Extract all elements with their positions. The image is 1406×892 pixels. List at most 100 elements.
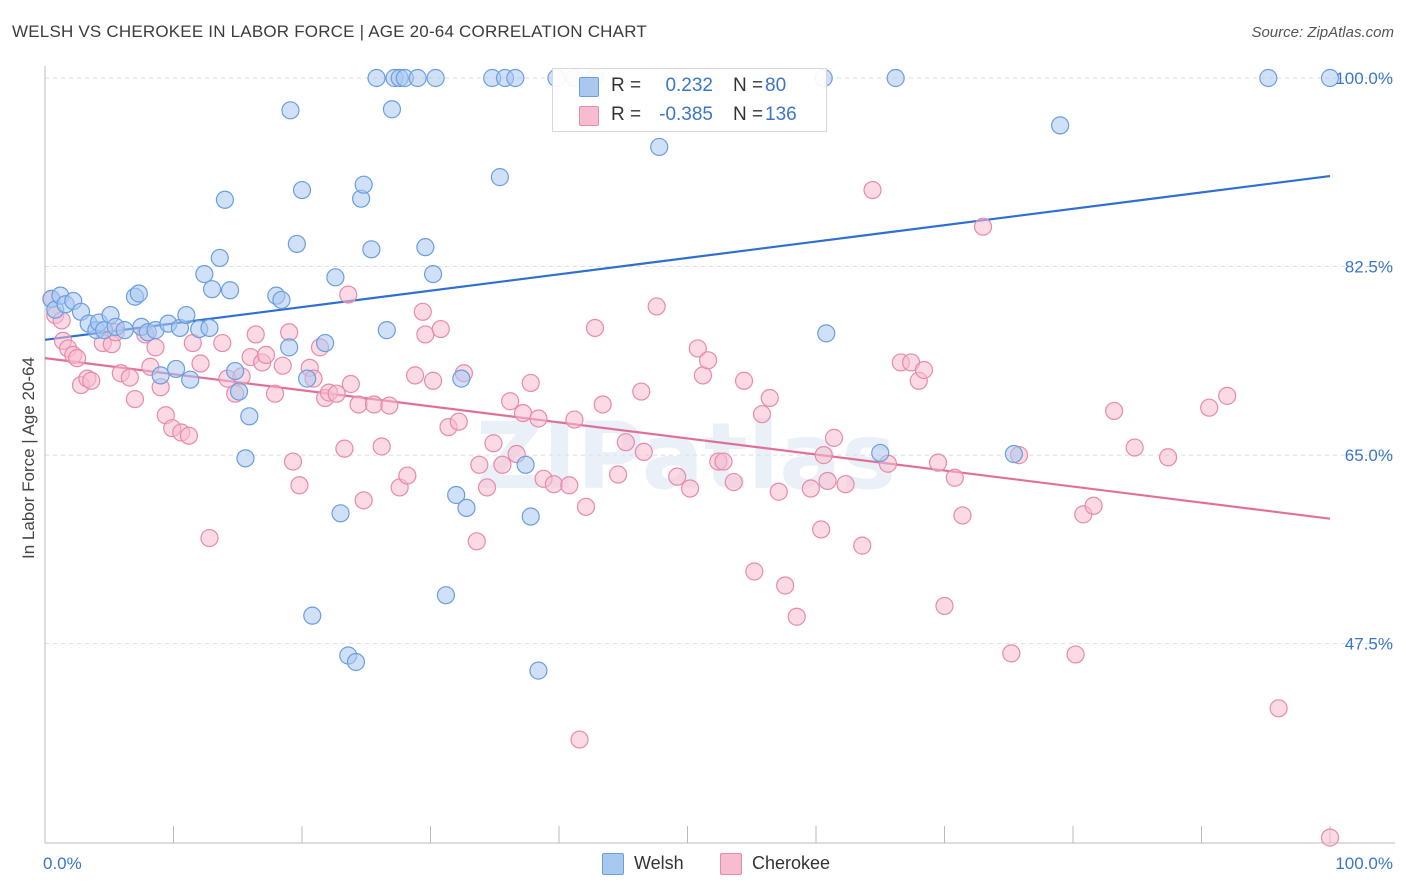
cherokee-legend-swatch	[720, 853, 742, 875]
r-label: R =	[611, 104, 642, 125]
welsh-point	[298, 369, 317, 388]
cherokee-point	[398, 466, 417, 485]
cherokee-point	[745, 562, 764, 581]
trend-lines	[44, 174, 1331, 520]
welsh-point	[362, 240, 381, 259]
cherokee-point	[335, 439, 354, 458]
n-label: N =	[733, 75, 764, 96]
welsh-point	[457, 498, 476, 518]
cherokee-point	[290, 476, 309, 495]
cherokee-point	[1320, 828, 1340, 847]
cherokee-point	[405, 366, 425, 385]
x-tick-label: 100.0%	[1335, 854, 1393, 873]
welsh-point	[115, 321, 134, 340]
cherokee-point	[467, 532, 486, 551]
welsh-point	[281, 101, 300, 120]
chart-title: WELSH VS CHEROKEE IN LABOR FORCE | AGE 2…	[12, 22, 647, 41]
y-tick-label: 47.5%	[1345, 635, 1393, 654]
welsh-point	[452, 369, 471, 388]
cherokee-point	[953, 506, 972, 525]
cherokee-point	[1084, 496, 1103, 515]
cherokee-point	[714, 452, 733, 471]
welsh-point	[226, 361, 245, 381]
cherokee-point	[734, 371, 754, 390]
stats-row-welsh: R = 0.232 N = 80	[553, 71, 826, 101]
cherokee-point	[814, 446, 833, 465]
cherokee-point	[191, 354, 210, 373]
cherokee-point	[776, 576, 795, 595]
cherokee-point	[812, 520, 831, 539]
cherokee-point	[576, 497, 596, 516]
welsh-point	[129, 284, 148, 303]
cherokee-point	[853, 536, 872, 555]
cherokee-point	[836, 475, 855, 494]
cherokee-point	[724, 472, 743, 492]
welsh-point	[177, 305, 196, 325]
welsh-point	[1004, 444, 1023, 464]
welsh-point	[1259, 68, 1278, 88]
cherokee-point	[120, 368, 139, 387]
welsh-point	[287, 234, 306, 254]
welsh-point	[506, 68, 525, 88]
cherokee-point	[521, 373, 540, 393]
welsh-point	[272, 290, 291, 310]
cherokee-point	[688, 339, 707, 358]
welsh-point	[426, 68, 445, 88]
cherokee-point	[914, 360, 934, 380]
welsh-point	[195, 264, 214, 284]
welsh-point	[382, 100, 402, 119]
welsh-point	[529, 661, 548, 680]
cherokee-point	[146, 338, 165, 357]
legend-label-cherokee: Cherokee	[752, 853, 831, 873]
cherokee-point	[513, 403, 533, 423]
cherokee-point	[82, 371, 101, 390]
cherokee-point	[1158, 448, 1178, 467]
cherokee-point	[593, 395, 612, 414]
cherokee-point	[1125, 438, 1144, 457]
cherokee-point	[1002, 644, 1021, 663]
welsh-point	[346, 652, 366, 672]
welsh-point	[236, 449, 255, 468]
cherokee-point	[327, 384, 346, 403]
tick-labels: 100.0% 82.5% 65.0% 47.5% 0.0% 100.0%	[43, 69, 1393, 873]
series-legend: Welsh Cherokee	[0, 852, 1406, 878]
welsh-point	[871, 443, 890, 463]
cherokee-point	[1218, 386, 1237, 405]
n-value: 136	[765, 104, 797, 125]
cherokee-trend-line	[44, 357, 1331, 520]
r-label: R =	[611, 75, 642, 96]
y-tick-label: 100.0%	[1335, 69, 1393, 88]
cherokee-point	[449, 412, 468, 431]
cherokee-point	[529, 409, 548, 428]
cherokee-points	[42, 180, 1340, 847]
cherokee-point	[698, 351, 718, 370]
cherokee-point	[477, 478, 497, 497]
cherokee-point	[585, 318, 605, 338]
welsh-point	[1051, 116, 1070, 135]
welsh-point	[817, 324, 836, 343]
welsh-point	[166, 359, 186, 379]
cherokee-point	[632, 382, 651, 401]
welsh-point	[650, 137, 669, 157]
stats-row-cherokee: R = -0.385 N = 136	[553, 100, 826, 130]
cherokee-point	[501, 392, 520, 411]
welsh-point	[408, 68, 427, 88]
welsh-point	[181, 370, 200, 389]
cherokee-point	[372, 437, 391, 456]
cherokee-point	[647, 297, 666, 316]
cherokee-point	[544, 475, 563, 494]
welsh-point	[220, 281, 240, 300]
stats-legend: R = 0.232 N = 80 R = -0.385 N = 136	[552, 68, 827, 132]
welsh-point	[416, 238, 435, 257]
cherokee-point	[354, 491, 373, 510]
axes	[44, 66, 1395, 844]
r-value: 0.232	[665, 75, 713, 96]
welsh-point	[1320, 68, 1340, 88]
cherokee-point	[693, 366, 713, 385]
welsh-point	[210, 248, 229, 268]
welsh-point	[280, 338, 299, 357]
cherokee-point	[801, 479, 820, 498]
cherokee-swatch	[579, 106, 599, 126]
welsh-point	[202, 280, 222, 299]
